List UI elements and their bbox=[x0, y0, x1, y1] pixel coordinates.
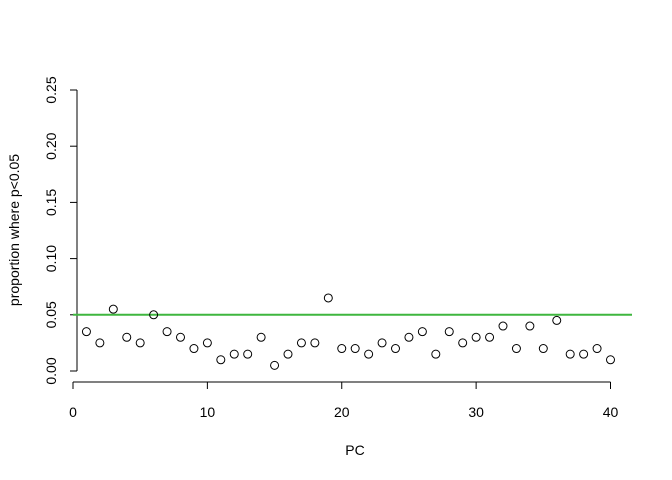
data-point bbox=[458, 338, 468, 348]
y-tick-label: 0.00 bbox=[43, 357, 59, 384]
data-point bbox=[202, 338, 212, 348]
data-point bbox=[592, 344, 602, 354]
x-tick-label: 0 bbox=[69, 404, 77, 420]
x-tick-label: 40 bbox=[603, 404, 619, 420]
y-tick-label: 0.05 bbox=[43, 301, 59, 328]
data-point bbox=[511, 344, 521, 354]
data-point bbox=[444, 327, 454, 337]
data-point bbox=[122, 332, 132, 342]
data-point bbox=[417, 327, 427, 337]
data-point bbox=[525, 321, 535, 331]
y-tick-label: 0.20 bbox=[43, 132, 59, 159]
data-point bbox=[337, 344, 347, 354]
y-axis-title: proportion where p<0.05 bbox=[6, 154, 22, 306]
data-points bbox=[81, 293, 615, 370]
data-point bbox=[81, 327, 91, 337]
data-point bbox=[95, 338, 105, 348]
y-tick-label: 0.10 bbox=[43, 245, 59, 272]
data-point bbox=[323, 293, 333, 303]
data-point bbox=[552, 315, 562, 325]
data-point bbox=[243, 349, 253, 359]
data-point bbox=[216, 355, 226, 365]
data-point bbox=[471, 332, 481, 342]
data-point bbox=[229, 349, 239, 359]
x-tick-label: 20 bbox=[334, 404, 350, 420]
data-point bbox=[189, 344, 199, 354]
y-tick-label: 0.15 bbox=[43, 189, 59, 216]
data-point bbox=[538, 344, 548, 354]
data-point bbox=[283, 349, 293, 359]
y-axis: 0.00 0.05 0.10 0.15 0.20 0.25 bbox=[43, 76, 78, 385]
data-point bbox=[391, 344, 400, 354]
data-point bbox=[108, 304, 118, 314]
y-tick-label: 0.25 bbox=[43, 76, 59, 103]
x-axis: 0 10 20 30 40 bbox=[69, 381, 619, 420]
x-tick-label: 30 bbox=[468, 404, 484, 420]
data-point bbox=[431, 349, 441, 359]
data-point bbox=[498, 321, 508, 331]
data-point bbox=[256, 332, 266, 342]
x-tick-label: 10 bbox=[200, 404, 216, 420]
data-point bbox=[296, 338, 306, 348]
data-point bbox=[176, 332, 185, 342]
data-point bbox=[404, 332, 414, 342]
data-point bbox=[565, 349, 575, 359]
data-point bbox=[579, 349, 589, 359]
x-axis-title: PC bbox=[345, 442, 364, 458]
data-point bbox=[377, 338, 387, 348]
data-point bbox=[135, 338, 145, 348]
data-point bbox=[270, 360, 280, 370]
data-point bbox=[485, 332, 495, 342]
data-point bbox=[149, 310, 159, 320]
data-point bbox=[162, 327, 172, 337]
data-point bbox=[350, 344, 360, 354]
data-point bbox=[364, 349, 374, 359]
data-point bbox=[606, 355, 615, 365]
data-point bbox=[310, 338, 320, 348]
